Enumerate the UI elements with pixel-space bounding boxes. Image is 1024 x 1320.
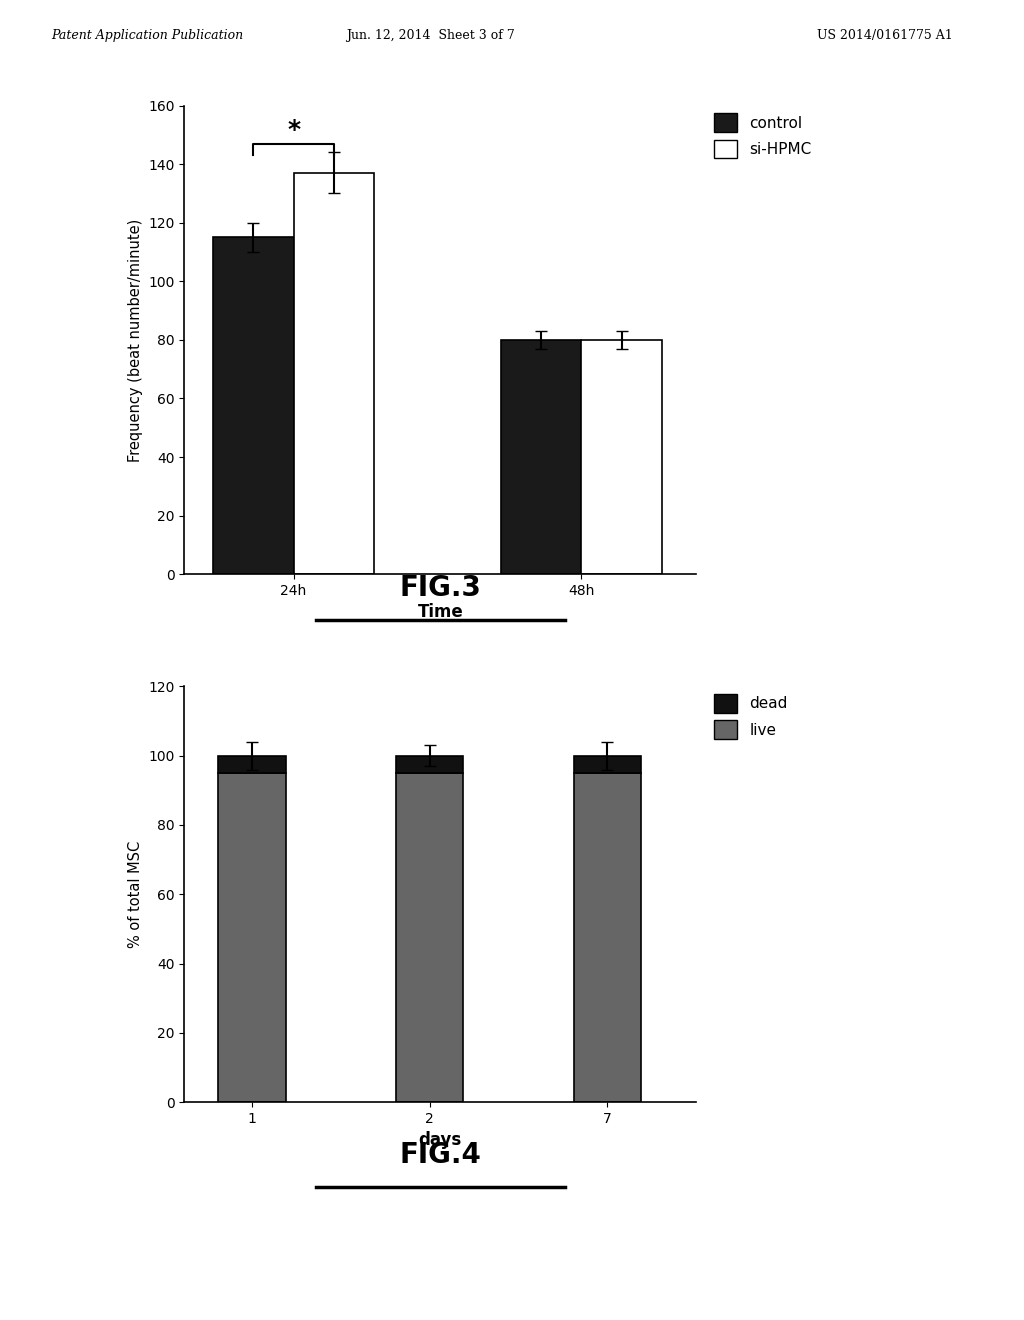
Bar <box>213 238 294 574</box>
Bar <box>218 774 286 1102</box>
Legend: dead, live: dead, live <box>714 694 787 739</box>
Y-axis label: Frequency (beat number/minute): Frequency (beat number/minute) <box>128 218 142 462</box>
Bar <box>218 755 286 774</box>
X-axis label: days: days <box>419 1131 462 1150</box>
Bar <box>573 755 641 774</box>
Text: FIG.4: FIG.4 <box>399 1140 481 1168</box>
Bar <box>582 341 662 574</box>
Text: US 2014/0161775 A1: US 2014/0161775 A1 <box>816 29 952 42</box>
Text: Patent Application Publication: Patent Application Publication <box>51 29 244 42</box>
Bar <box>396 774 464 1102</box>
Text: *: * <box>287 119 300 143</box>
Bar <box>573 774 641 1102</box>
Legend: control, si-HPMC: control, si-HPMC <box>714 114 812 158</box>
Bar <box>396 755 464 774</box>
Text: FIG.3: FIG.3 <box>399 574 481 602</box>
X-axis label: Time: Time <box>418 603 463 622</box>
Y-axis label: % of total MSC: % of total MSC <box>128 841 142 948</box>
Bar <box>501 341 582 574</box>
Bar <box>294 173 374 574</box>
Text: Jun. 12, 2014  Sheet 3 of 7: Jun. 12, 2014 Sheet 3 of 7 <box>346 29 514 42</box>
